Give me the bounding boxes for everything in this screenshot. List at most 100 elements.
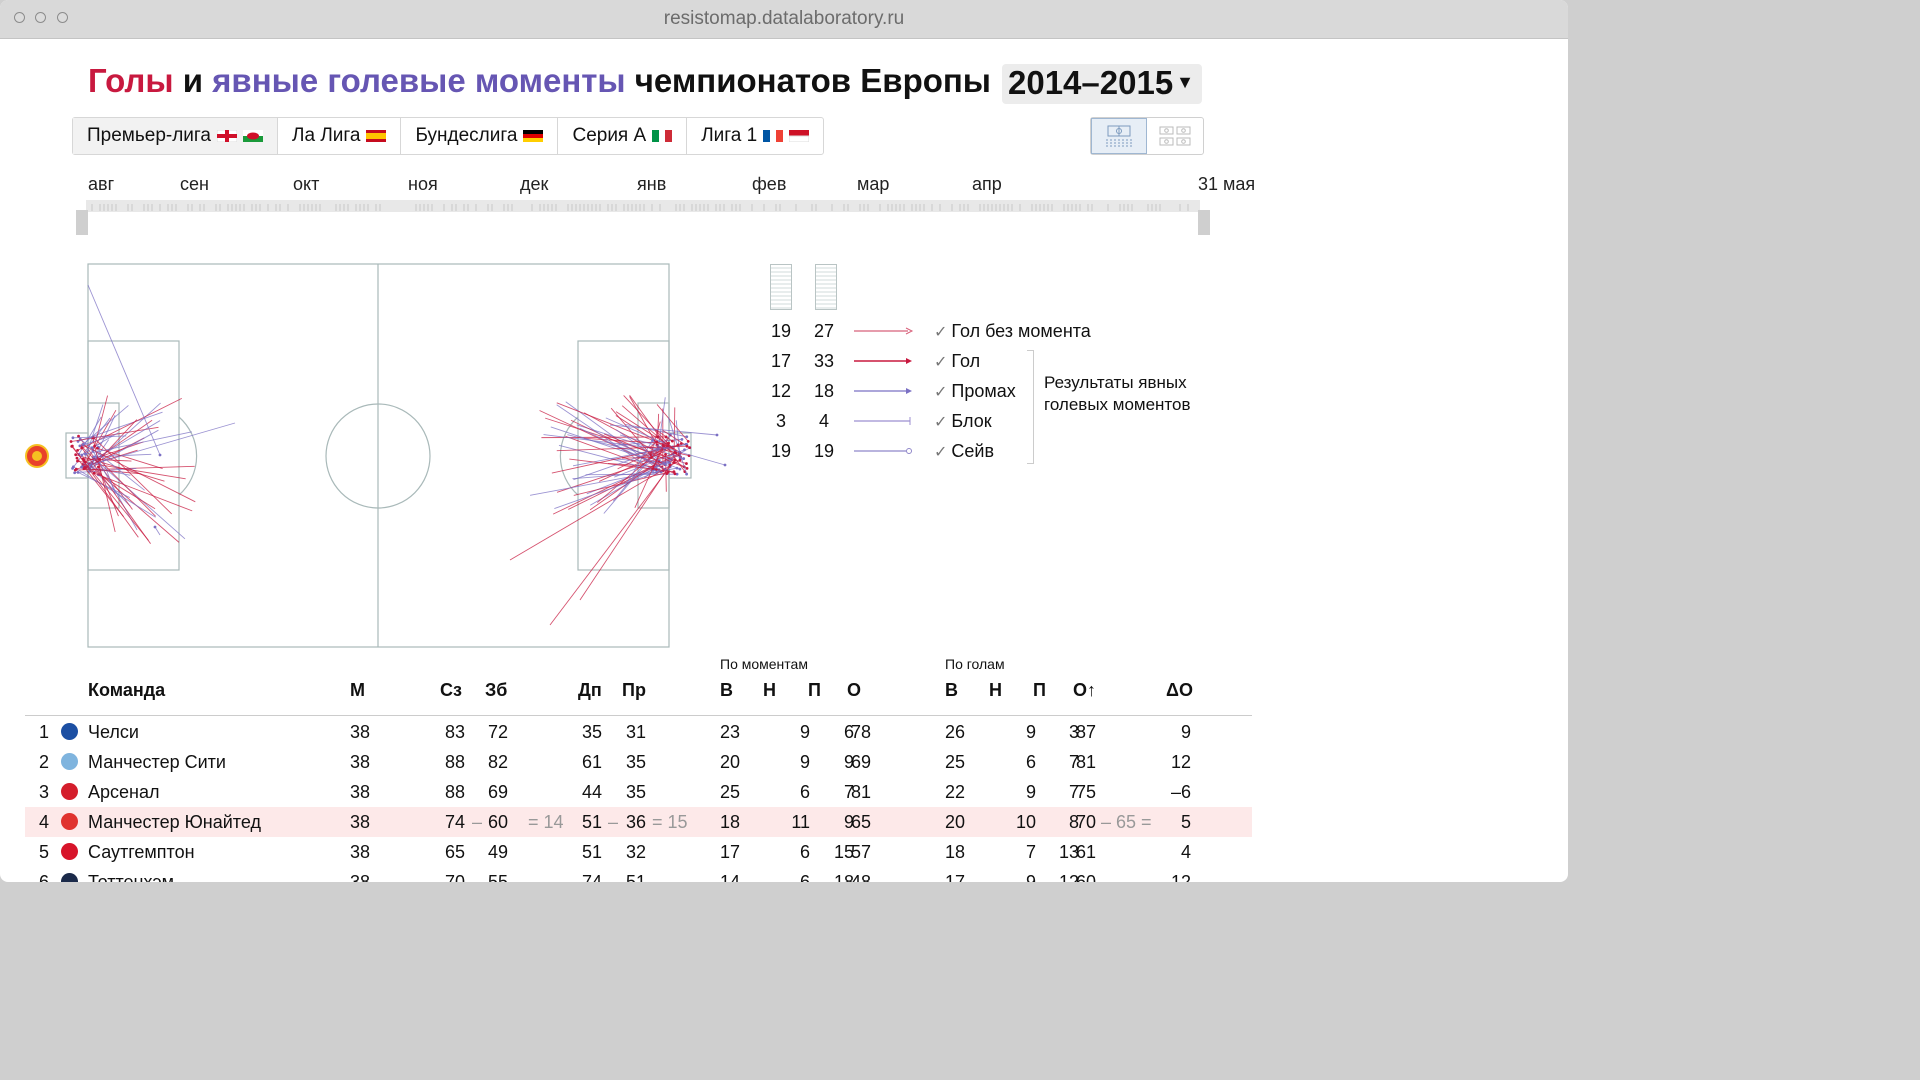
- team-crest-icon: [61, 813, 78, 830]
- page-title: Голы и явные голевые моменты чемпионатов…: [88, 62, 991, 100]
- cell-comparison: –: [608, 812, 619, 832]
- grid-view-button[interactable]: [1147, 118, 1203, 154]
- team-crest-icon: [61, 753, 78, 770]
- cell-team: Манчестер Юнайтед: [88, 812, 261, 832]
- cell-goal-wins: 25: [945, 752, 966, 772]
- timeline-end-label: 31 мая: [1198, 174, 1256, 194]
- season-select[interactable]: 2014–2015 ▼: [1002, 64, 1202, 104]
- cell-points-diff: 4: [1180, 842, 1191, 862]
- month-label: мар: [857, 174, 890, 194]
- col-header-moment-wins[interactable]: В: [720, 680, 733, 700]
- tab-bundesliga[interactable]: Бундеслига: [401, 118, 559, 154]
- legend-filter-goal-no-chance[interactable]: ✓ Гол без момента: [934, 321, 1091, 342]
- col-header-goal-losses[interactable]: П: [1033, 680, 1046, 700]
- cell-scored: 88: [445, 752, 466, 772]
- month-label: янв: [637, 174, 667, 194]
- cell-conceded: 82: [488, 752, 509, 772]
- tab-serie-a[interactable]: Серия А: [558, 118, 688, 154]
- timeline-start-handle[interactable]: [76, 210, 88, 235]
- cell-comparison: = 14: [528, 812, 564, 832]
- title-and: и: [173, 62, 213, 99]
- cell-position: 4: [38, 812, 49, 832]
- cell-chances-for: 51: [582, 842, 603, 862]
- table-divider: [25, 715, 1252, 716]
- cell-goal-points: 81: [1076, 752, 1097, 772]
- cell-position: 1: [38, 722, 49, 742]
- table-row[interactable]: 3 Арсенал 38 88 69 44 35 25 6 7 81 22 9 7 75 –6: [25, 777, 1252, 807]
- month-label: сен: [180, 174, 209, 194]
- zoom-window-button[interactable]: [57, 12, 68, 23]
- timeline-end-handle[interactable]: [1198, 210, 1210, 235]
- tab-ligue-1[interactable]: Лига 1: [687, 118, 823, 154]
- league-tabs: Премьер-лига Ла Лига Бундеслига Серия А …: [72, 117, 825, 155]
- table-row[interactable]: 6 Тоттенхэм 38 70 55 74 51 14 6 18 48 17 9 12 60 12: [25, 867, 1252, 882]
- checkmark-icon: ✓: [934, 413, 948, 431]
- col-header-goal-draws[interactable]: Н: [989, 680, 1002, 700]
- cell-chances-for: 61: [582, 752, 603, 772]
- team-crest-icon: [61, 843, 78, 860]
- col-header-chances-against[interactable]: Пр: [622, 680, 646, 700]
- tab-la-liga[interactable]: Ла Лига: [278, 118, 402, 154]
- legend-count-against: 19: [770, 321, 792, 341]
- cell-goal-points: 60: [1076, 872, 1097, 882]
- col-header-moment-draws[interactable]: Н: [763, 680, 776, 700]
- checkmark-icon: ✓: [934, 443, 948, 461]
- cell-goal-draws: 7: [1025, 842, 1036, 862]
- col-header-scored[interactable]: Сз: [440, 680, 462, 700]
- cell-moment-draws: 11: [791, 812, 810, 832]
- legend-count-against: 17: [770, 351, 792, 371]
- table-row[interactable]: 5 Саутгемптон 38 65 49 51 32 17 6 15 57 18 7 13 61 4: [25, 837, 1252, 867]
- cell-matches: 38: [350, 812, 371, 832]
- legend-label: Гол без момента: [951, 321, 1091, 341]
- legend-filter-goal[interactable]: ✓ Гол: [934, 351, 980, 372]
- pitch-grid-icon: [1159, 126, 1191, 146]
- col-header-team[interactable]: Команда: [88, 680, 166, 700]
- cell-conceded: 72: [488, 722, 509, 742]
- minimize-window-button[interactable]: [35, 12, 46, 23]
- month-label: авг: [88, 174, 115, 194]
- shot-map: [25, 263, 727, 648]
- timeline-track[interactable]: [86, 200, 1200, 212]
- checkmark-icon: ✓: [934, 323, 948, 341]
- checkmark-icon: ✓: [934, 383, 948, 401]
- pitch-table-icon: [1106, 125, 1132, 147]
- col-header-goal-wins[interactable]: В: [945, 680, 958, 700]
- cell-moment-wins: 14: [720, 872, 741, 882]
- legend-filter-block[interactable]: ✓ Блок: [934, 411, 992, 432]
- legend-label: Гол: [951, 351, 981, 371]
- title-chances: явные голевые моменты: [212, 62, 626, 99]
- cell-points-diff: 9: [1180, 722, 1191, 742]
- legend-bracket: [1027, 350, 1034, 464]
- cell-moment-losses: 15: [833, 842, 854, 862]
- col-header-moment-losses[interactable]: П: [808, 680, 821, 700]
- legend-filter-miss[interactable]: ✓ Промах: [934, 381, 1016, 402]
- cell-scored: 74: [445, 812, 466, 832]
- tab-premier-league[interactable]: Премьер-лига: [73, 118, 278, 154]
- col-header-moment-points[interactable]: О: [847, 680, 862, 700]
- close-window-button[interactable]: [14, 12, 25, 23]
- legend-filter-save[interactable]: ✓ Сейв: [934, 441, 994, 462]
- table-row[interactable]: 1 Челси 38 83 72 35 31 23 9 6 78 26 9 3 87 9: [25, 717, 1252, 747]
- cell-goal-losses: 7: [1068, 782, 1079, 802]
- table-row[interactable]: 4 Манчестер Юнайтед 38 74 60 51 36 18 11 9 65 20 10 8…: [25, 807, 1252, 837]
- cell-team: Саутгемптон: [88, 842, 195, 862]
- cell-chances-against: 51: [626, 872, 647, 882]
- cell-goal-losses: 13: [1058, 842, 1079, 862]
- cell-goal-wins: 18: [945, 842, 966, 862]
- col-header-conceded[interactable]: Зб: [485, 680, 508, 700]
- col-header-goal-points[interactable]: О↑: [1073, 680, 1097, 700]
- single-pitch-view-button[interactable]: [1091, 118, 1147, 154]
- cell-goal-points: 87: [1076, 722, 1097, 742]
- shots-for: [509, 394, 727, 626]
- germany-flag-icon: [523, 130, 544, 142]
- col-header-matches[interactable]: М: [350, 680, 365, 700]
- table-row[interactable]: 2 Манчестер Сити 38 88 82 61 35 20 9 9 69 25 6 7 81 12: [25, 747, 1252, 777]
- address-bar[interactable]: resistomap.datalaboratory.ru: [663, 8, 905, 29]
- team-crest-icon: [25, 444, 49, 468]
- col-header-chances-for[interactable]: Дп: [578, 680, 602, 700]
- month-label: окт: [293, 174, 320, 194]
- view-toggle: [1090, 117, 1204, 155]
- legend-label: Промах: [951, 381, 1016, 401]
- cell-moment-losses: 18: [833, 872, 854, 882]
- col-header-points-diff[interactable]: ΔО: [1166, 680, 1193, 700]
